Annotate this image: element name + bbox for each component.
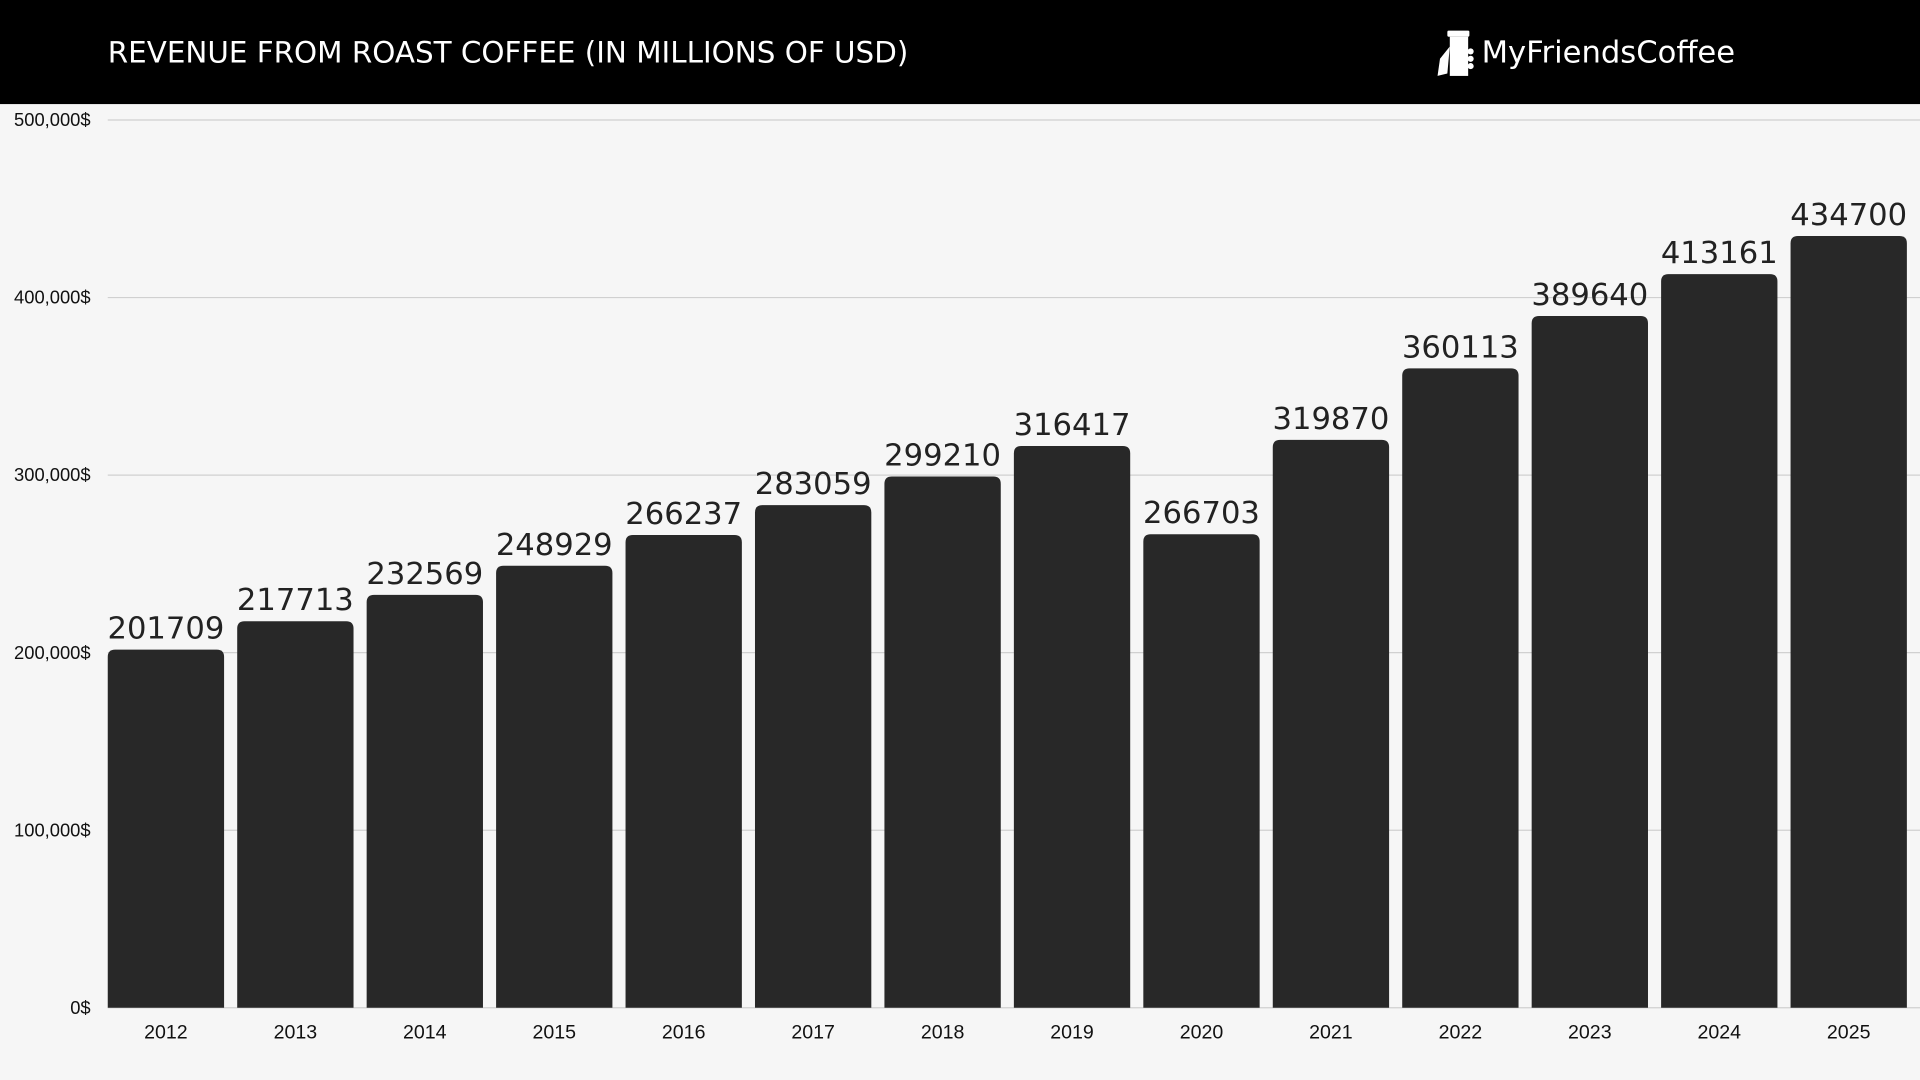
data-label: 299210 — [884, 438, 1001, 473]
data-label: 266237 — [625, 497, 742, 532]
x-tick-label: 2021 — [1309, 1021, 1353, 1043]
data-label: 413161 — [1661, 236, 1778, 271]
x-tick-label: 2017 — [791, 1021, 835, 1043]
y-tick-label: 500,000$ — [14, 109, 91, 130]
y-tick-label: 400,000$ — [14, 287, 91, 308]
x-tick-label: 2023 — [1568, 1021, 1612, 1043]
bar-2019 — [1013, 445, 1131, 1008]
x-tick-label: 2012 — [144, 1021, 188, 1043]
brand-name: MyFriendsCoffee — [1482, 35, 1735, 70]
bar-2015 — [496, 565, 613, 1008]
bar-2020 — [1143, 534, 1260, 1008]
x-tick-label: 2022 — [1439, 1021, 1483, 1043]
bar-2024 — [1661, 274, 1778, 1008]
data-label: 360113 — [1402, 330, 1519, 365]
x-tick-label: 2013 — [274, 1021, 318, 1043]
coffee-cup-in-hand-icon — [1437, 30, 1474, 76]
x-tick-label: 2024 — [1697, 1021, 1741, 1043]
x-tick-label: 2020 — [1180, 1021, 1224, 1043]
bar-2012 — [107, 649, 225, 1008]
chart-title: REVENUE FROM ROAST COFFEE (IN MILLIONS O… — [108, 35, 909, 69]
data-label: 319870 — [1273, 402, 1390, 437]
y-tick-label: 200,000$ — [14, 642, 91, 663]
y-tick-label: 300,000$ — [14, 464, 91, 485]
bar-2025 — [1790, 235, 1907, 1008]
bar-2014 — [366, 594, 483, 1008]
data-label: 389640 — [1531, 278, 1648, 313]
x-tick-label: 2015 — [532, 1021, 576, 1043]
x-tick-label: 2019 — [1050, 1021, 1094, 1043]
x-tick-label: 2014 — [403, 1021, 447, 1043]
data-label: 434700 — [1790, 198, 1907, 233]
x-tick-label: 2025 — [1827, 1021, 1871, 1043]
y-tick-label: 100,000$ — [14, 819, 91, 840]
y-tick-label: 0$ — [70, 997, 90, 1018]
bar-2023 — [1531, 315, 1648, 1008]
header-bar — [0, 0, 1920, 105]
bar-2022 — [1402, 368, 1519, 1008]
x-tick-label: 2016 — [662, 1021, 706, 1043]
data-label: 248929 — [496, 528, 613, 563]
bar-2021 — [1272, 439, 1390, 1008]
data-label: 266703 — [1143, 496, 1260, 531]
data-label: 316417 — [1014, 408, 1131, 443]
data-label: 201709 — [107, 612, 224, 647]
bar-2018 — [884, 476, 1001, 1008]
bar-2016 — [625, 535, 742, 1008]
data-label: 283059 — [755, 467, 872, 502]
data-label: 217713 — [237, 583, 354, 618]
data-label: 232569 — [366, 557, 483, 592]
x-tick-label: 2018 — [921, 1021, 965, 1043]
bar-2013 — [237, 621, 354, 1008]
bar-2017 — [754, 505, 872, 1008]
